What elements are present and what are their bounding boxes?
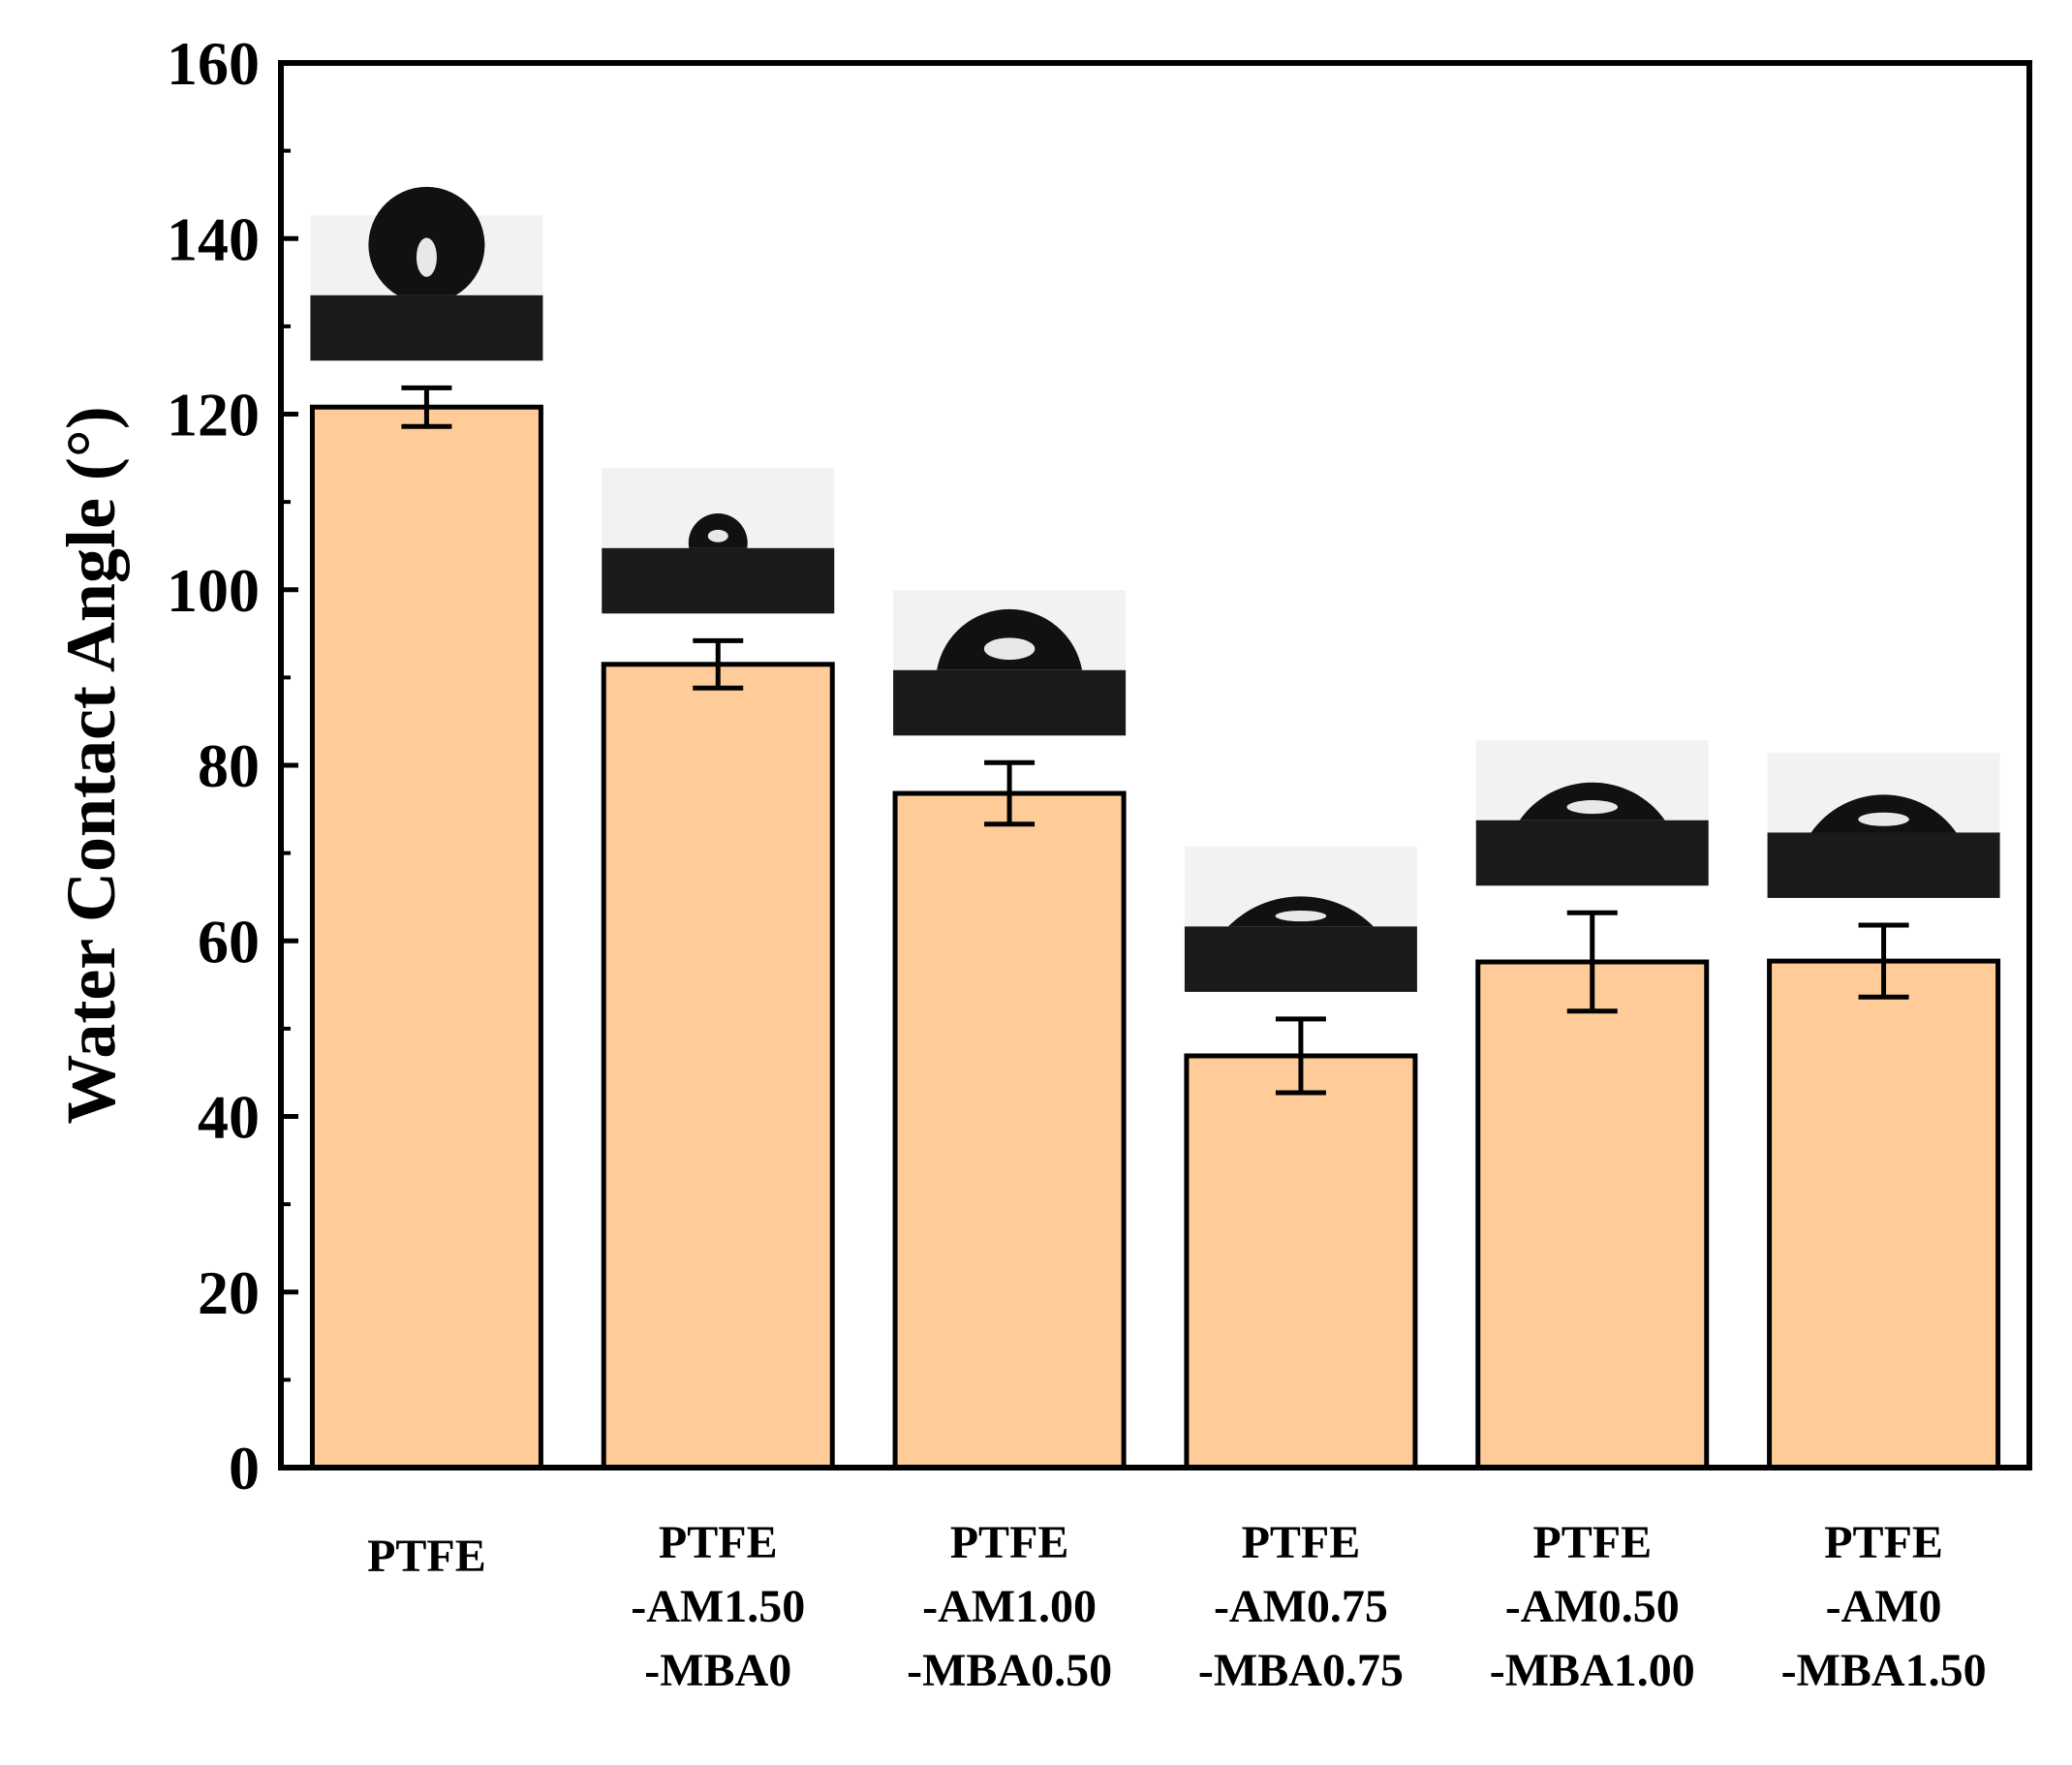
inset-substrate xyxy=(310,294,543,361)
x-category-line: PTFE xyxy=(367,1531,486,1582)
x-category-line: -AM0.50 xyxy=(1505,1581,1680,1632)
x-category-line: -MBA0.75 xyxy=(1198,1645,1404,1696)
y-axis-label: Water Contact Angle (°) xyxy=(52,406,130,1124)
y-tick-label: 120 xyxy=(167,381,260,449)
x-category-line: PTFE xyxy=(950,1517,1069,1568)
y-tick-label: 100 xyxy=(167,556,260,625)
droplet-inset xyxy=(1767,752,2000,898)
droplet-inset xyxy=(1184,846,1417,992)
x-category-label: PTFE -AM0.50 -MBA1.00 xyxy=(1490,1517,1695,1696)
x-category-line: -MBA0 xyxy=(644,1645,791,1696)
x-category-line: -MBA1.00 xyxy=(1490,1645,1695,1696)
droplet-inset xyxy=(893,590,1127,736)
inset-substrate xyxy=(602,547,835,614)
inset-substrate xyxy=(1767,832,2000,898)
droplet-inset xyxy=(602,468,835,614)
x-category-label: PTFE -AM0.75 -MBA0.75 xyxy=(1198,1517,1404,1696)
y-tick-label: 160 xyxy=(167,29,260,98)
droplet-highlight xyxy=(1566,800,1618,815)
droplet-highlight xyxy=(416,237,437,277)
x-category-line: -AM0.75 xyxy=(1214,1581,1388,1632)
droplet-highlight xyxy=(707,529,728,542)
y-axis: 0 20 40 60 80 100 120 140 160 xyxy=(167,29,298,1502)
inset-substrate xyxy=(1184,926,1417,992)
y-tick-label: 0 xyxy=(229,1434,260,1502)
x-category-line: -MBA0.50 xyxy=(907,1645,1112,1696)
y-tick-label: 40 xyxy=(198,1083,260,1152)
x-category-line: -AM1.50 xyxy=(631,1581,805,1632)
x-category-line: -MBA1.50 xyxy=(1781,1645,1987,1696)
bar xyxy=(1767,958,2001,1471)
x-category-line: PTFE xyxy=(659,1517,778,1568)
x-category-line: -AM0 xyxy=(1826,1581,1942,1632)
bar xyxy=(1475,959,1710,1471)
droplet-highlight xyxy=(983,637,1036,661)
bar xyxy=(1184,1053,1418,1471)
y-tick-label: 60 xyxy=(198,907,260,975)
bar xyxy=(892,790,1127,1471)
x-category-line: PTFE xyxy=(1824,1517,1943,1568)
x-category-line: PTFE xyxy=(1532,1517,1652,1568)
x-category-label: PTFE xyxy=(367,1531,486,1582)
y-tick-label: 140 xyxy=(167,204,260,273)
x-category-label: PTFE -AM1.50 -MBA0 xyxy=(631,1517,805,1696)
droplet-inset xyxy=(1475,740,1709,886)
x-category-line: PTFE xyxy=(1242,1517,1361,1568)
plot-area xyxy=(309,186,2001,1471)
y-tick-label: 80 xyxy=(198,731,260,800)
bar xyxy=(601,662,835,1471)
droplet-inset xyxy=(310,186,543,361)
inset-substrate xyxy=(1475,820,1709,886)
y-tick-label: 20 xyxy=(198,1258,260,1327)
bar xyxy=(309,404,543,1471)
droplet-highlight xyxy=(1275,910,1327,922)
x-category-line: -AM1.00 xyxy=(922,1581,1097,1632)
droplet-highlight xyxy=(1858,812,1909,826)
inset-substrate xyxy=(893,669,1127,736)
x-category-label: PTFE -AM0 -MBA1.50 xyxy=(1781,1517,1987,1696)
x-category-label: PTFE -AM1.00 -MBA0.50 xyxy=(907,1517,1112,1696)
